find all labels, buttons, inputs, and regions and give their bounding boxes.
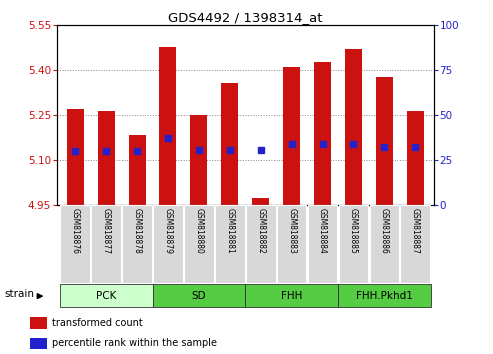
- Bar: [376, 78, 393, 205]
- Text: percentile rank within the sample: percentile rank within the sample: [52, 338, 217, 348]
- Bar: [159, 47, 176, 205]
- Bar: [30, 317, 47, 329]
- Text: GSM818880: GSM818880: [194, 208, 204, 253]
- Bar: [407, 110, 424, 205]
- Text: strain: strain: [4, 289, 35, 299]
- FancyBboxPatch shape: [246, 205, 276, 283]
- Text: GSM818887: GSM818887: [411, 208, 420, 253]
- Bar: [98, 110, 115, 205]
- Text: GSM818877: GSM818877: [102, 208, 110, 254]
- FancyBboxPatch shape: [338, 285, 431, 307]
- Bar: [67, 109, 84, 205]
- FancyBboxPatch shape: [91, 205, 121, 283]
- Bar: [345, 49, 362, 205]
- FancyBboxPatch shape: [277, 205, 307, 283]
- Text: SD: SD: [192, 291, 206, 301]
- Title: GDS4492 / 1398314_at: GDS4492 / 1398314_at: [168, 11, 322, 24]
- Text: GSM818879: GSM818879: [164, 208, 173, 254]
- Text: PCK: PCK: [96, 291, 116, 301]
- Text: GSM818886: GSM818886: [380, 208, 389, 253]
- FancyBboxPatch shape: [215, 205, 245, 283]
- Bar: [221, 84, 238, 205]
- Text: GSM818885: GSM818885: [349, 208, 358, 253]
- Text: GSM818884: GSM818884: [318, 208, 327, 253]
- Text: GSM818882: GSM818882: [256, 208, 265, 253]
- Bar: [252, 198, 269, 205]
- Text: GSM818883: GSM818883: [287, 208, 296, 253]
- FancyBboxPatch shape: [152, 285, 245, 307]
- Bar: [190, 115, 208, 205]
- Bar: [30, 338, 47, 349]
- FancyBboxPatch shape: [308, 205, 337, 283]
- FancyBboxPatch shape: [339, 205, 368, 283]
- Text: FHH.Pkhd1: FHH.Pkhd1: [356, 291, 413, 301]
- Bar: [314, 62, 331, 205]
- Text: transformed count: transformed count: [52, 318, 142, 328]
- FancyBboxPatch shape: [400, 205, 430, 283]
- Text: GSM818881: GSM818881: [225, 208, 234, 253]
- Text: GSM818876: GSM818876: [70, 208, 80, 254]
- Text: GSM818878: GSM818878: [133, 208, 141, 253]
- Bar: [129, 135, 145, 205]
- FancyBboxPatch shape: [122, 205, 152, 283]
- FancyBboxPatch shape: [184, 205, 214, 283]
- FancyBboxPatch shape: [153, 205, 183, 283]
- Bar: [283, 67, 300, 205]
- FancyBboxPatch shape: [370, 205, 399, 283]
- Text: FHH: FHH: [281, 291, 302, 301]
- FancyBboxPatch shape: [61, 205, 90, 283]
- FancyBboxPatch shape: [245, 285, 338, 307]
- FancyBboxPatch shape: [60, 285, 152, 307]
